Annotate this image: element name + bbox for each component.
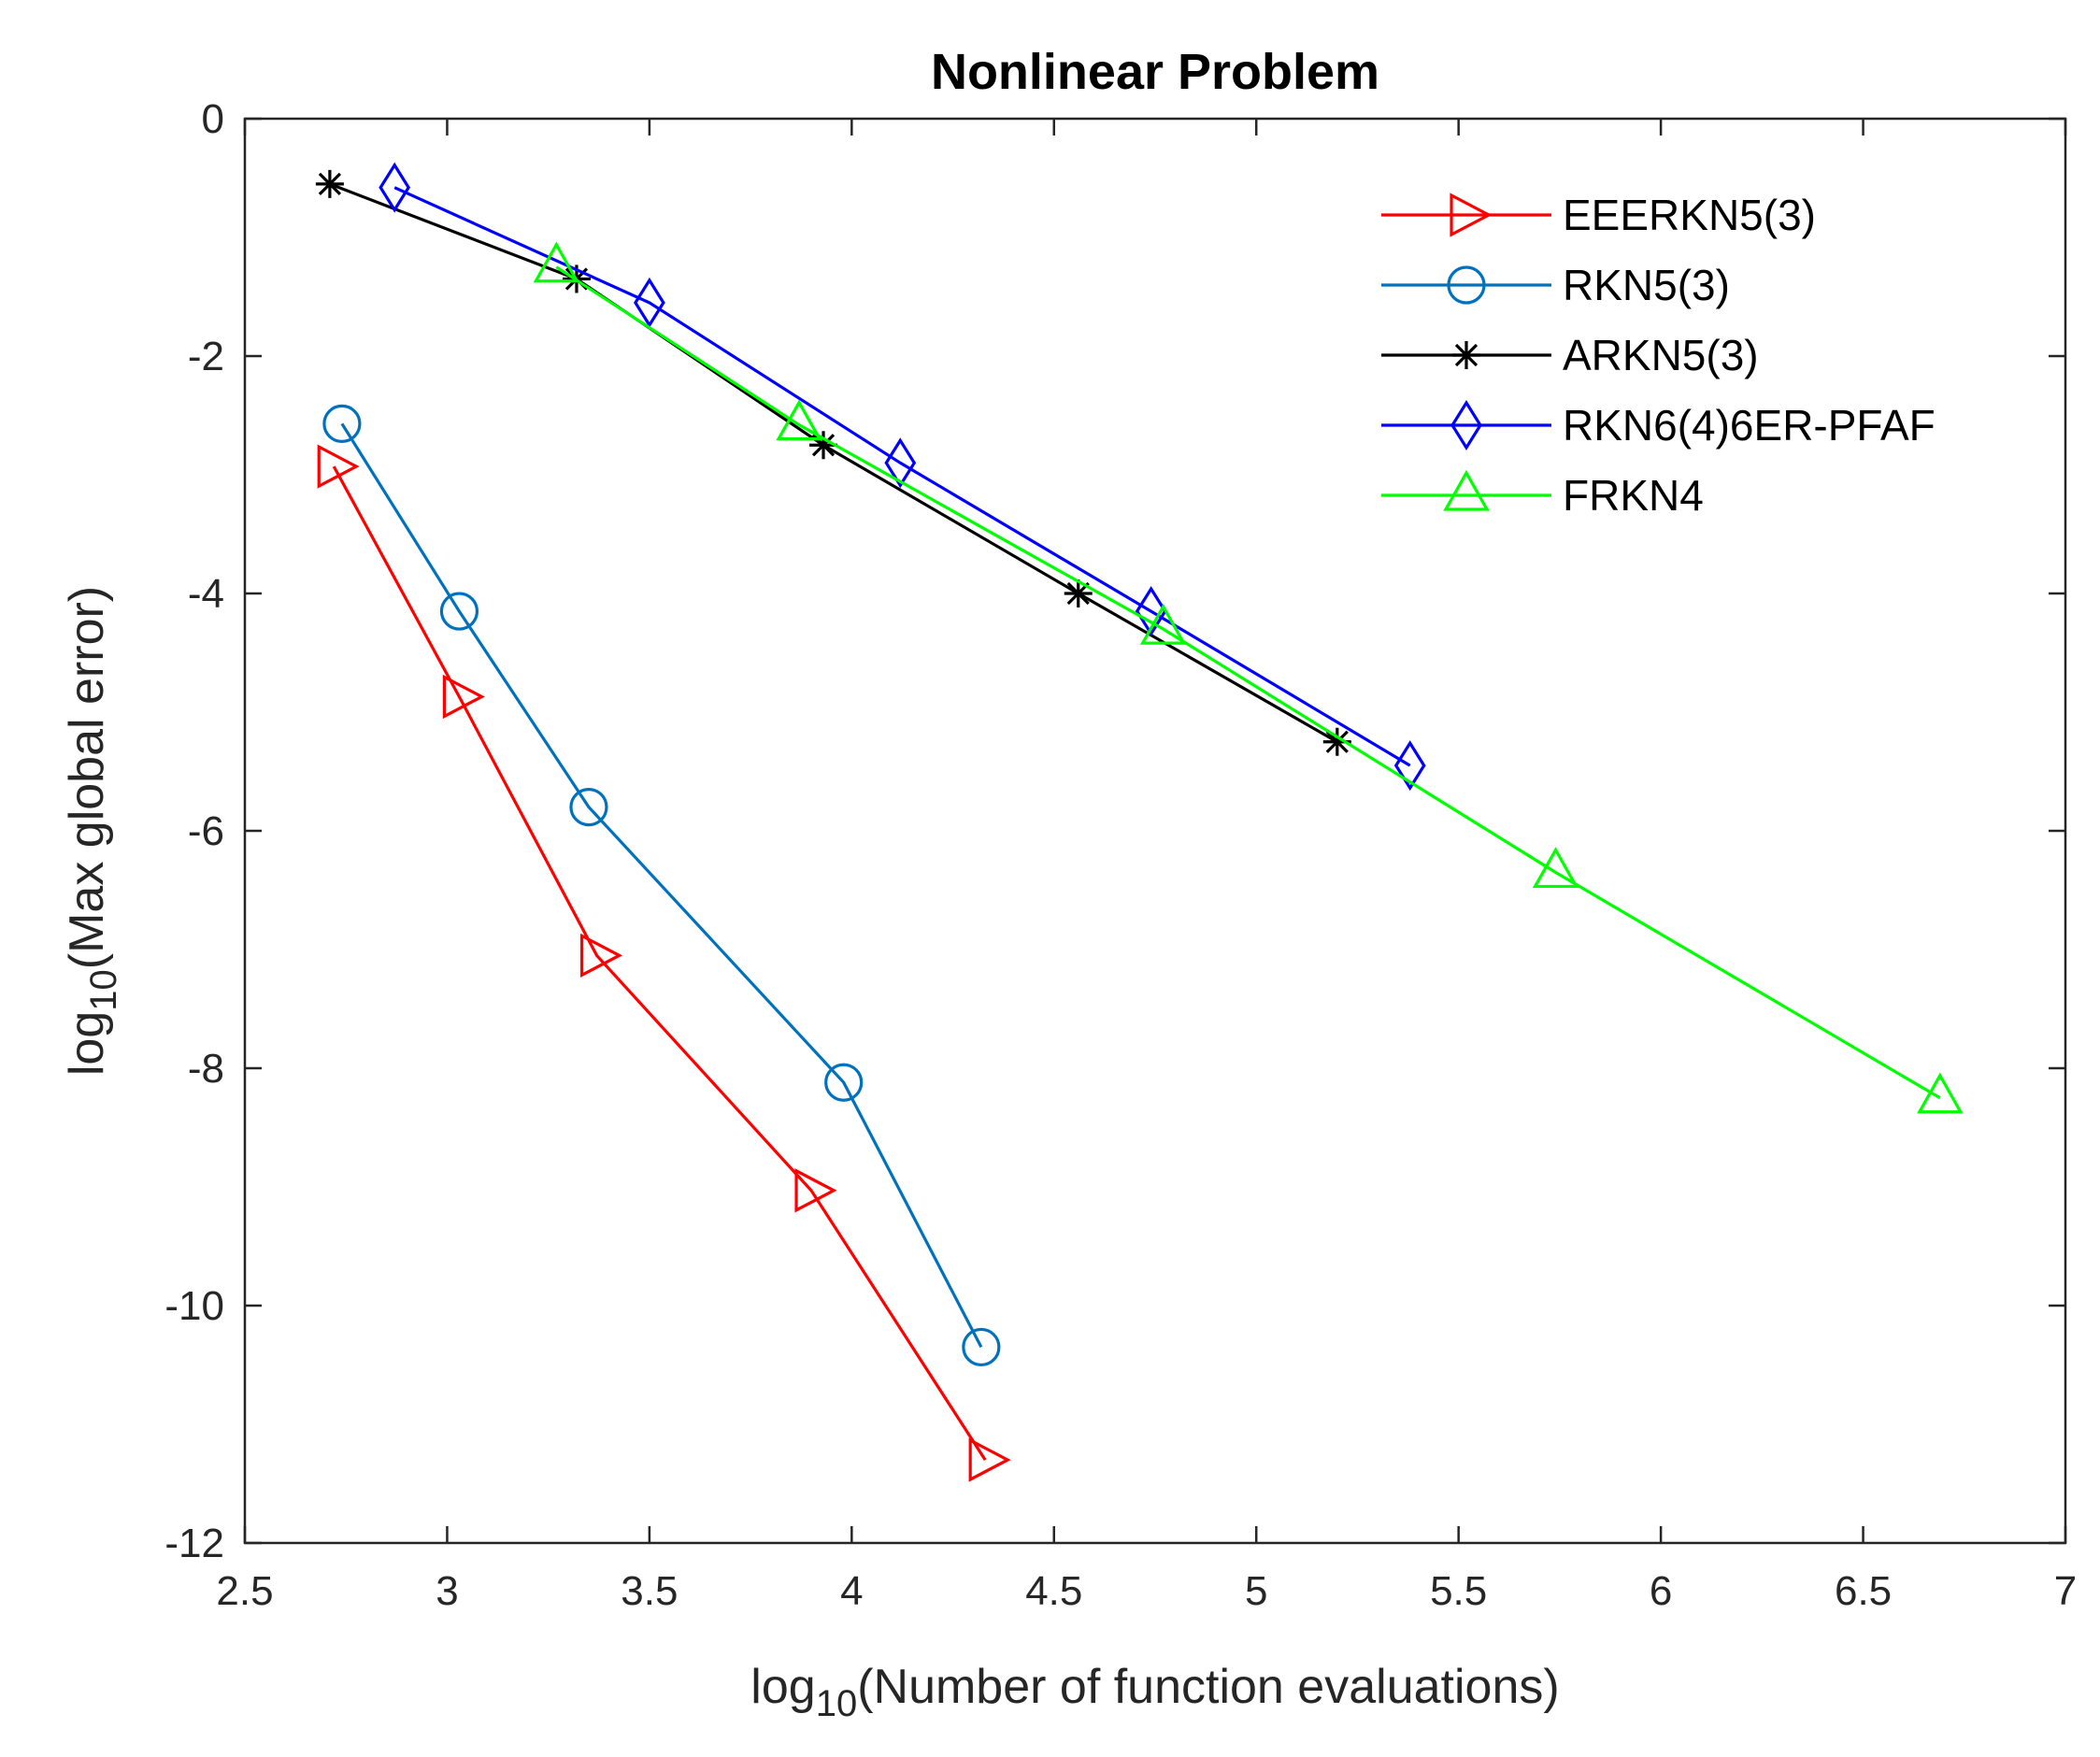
legend-entries: EEERKN5(3) RKN5(3) ARKN5(3) RKN6(4)6ER-PFAF… <box>1381 191 1936 520</box>
x-tick-label: 5.5 <box>1430 1568 1487 1614</box>
y-axis-label-subscript: 10 <box>83 969 124 1011</box>
data-point <box>634 277 665 328</box>
data-point <box>439 592 479 631</box>
y-axis-label-prefix: log <box>60 1011 114 1076</box>
ticks-layer: 2.5 3 3.5 4 4.5 5 5.5 6 6.5 7 0 -2 -4 -6 -8 -10 -12 <box>164 96 2077 1614</box>
series-line <box>393 186 1411 767</box>
asterisk-stroke <box>1454 343 1479 367</box>
chart-title: Nonlinear Problem <box>931 44 1379 100</box>
asterisk-stroke <box>318 172 342 195</box>
y-tick-label: 0 <box>202 96 224 142</box>
legend-entry: RKN6(4)6ER-PFAF <box>1381 399 1936 451</box>
data-point <box>968 1437 1011 1482</box>
y-tick-label: -4 <box>188 571 224 617</box>
data-point <box>962 1327 1001 1367</box>
data-point <box>824 1063 864 1102</box>
legend: EEERKN5(3) RKN5(3) ARKN5(3) RKN6(4)6ER-PFAF… <box>1350 168 2023 533</box>
x-tick-label: 3 <box>436 1568 458 1614</box>
legend-marker <box>1447 265 1486 305</box>
data-point <box>1135 586 1167 637</box>
series-0 <box>317 444 1011 1482</box>
data-point <box>1139 603 1187 645</box>
y-axis-label: log10(Max global error) <box>60 586 124 1076</box>
legend-label: EEERKN5(3) <box>1563 191 1816 239</box>
data-point <box>569 787 608 827</box>
series-layer <box>315 162 1964 1482</box>
legend-entry: ARKN5(3) <box>1381 331 1759 379</box>
data-point <box>533 241 580 283</box>
y-tick-label: -12 <box>164 1521 224 1566</box>
series-1 <box>322 404 1001 1367</box>
legend-label: ARKN5(3) <box>1563 331 1759 379</box>
legend-entry: FRKN4 <box>1381 469 1704 520</box>
legend-marker <box>1450 193 1493 237</box>
asterisk-stroke <box>1325 730 1349 753</box>
legend-entry: EEERKN5(3) <box>1381 191 1816 239</box>
legend-marker <box>1450 399 1482 451</box>
data-point <box>1917 1072 1964 1114</box>
y-tick-label: -2 <box>188 334 224 379</box>
x-tick-label: 7 <box>2054 1568 2077 1614</box>
legend-label: RKN6(4)6ER-PFAF <box>1563 401 1936 450</box>
legend-label: RKN5(3) <box>1563 261 1730 309</box>
x-axis-label-prefix: log <box>750 1660 815 1714</box>
legend-marker <box>1443 469 1490 511</box>
data-point <box>1393 740 1426 792</box>
legend-entry: RKN5(3) <box>1381 261 1730 309</box>
data-point <box>379 162 411 213</box>
data-point <box>1064 579 1093 607</box>
x-tick-label: 6 <box>1650 1568 1672 1614</box>
data-point <box>1532 847 1579 889</box>
data-point <box>580 933 623 978</box>
y-axis-label-suffix: (Max global error) <box>60 586 114 969</box>
x-tick-label: 6.5 <box>1835 1568 1892 1614</box>
series-3 <box>379 162 1426 792</box>
x-tick-label: 2.5 <box>216 1568 273 1614</box>
series-line <box>340 422 983 1349</box>
series-line <box>555 265 1941 1100</box>
x-axis-label-subscript: 10 <box>816 1683 858 1724</box>
data-point <box>776 399 822 441</box>
x-tick-label: 4 <box>840 1568 863 1614</box>
x-tick-label: 4.5 <box>1025 1568 1082 1614</box>
x-tick-label: 3.5 <box>621 1568 678 1614</box>
x-axis-label: log10(Number of function evaluations) <box>750 1660 1559 1724</box>
x-tick-label: 5 <box>1245 1568 1267 1614</box>
data-point <box>322 404 362 443</box>
data-point <box>317 444 360 489</box>
data-point <box>884 437 917 489</box>
legend-marker <box>1452 341 1480 369</box>
y-tick-label: -10 <box>164 1283 224 1329</box>
data-point <box>794 1168 837 1213</box>
series-line <box>332 465 987 1461</box>
legend-label: FRKN4 <box>1563 471 1704 520</box>
x-axis-label-suffix: (Number of function evaluations) <box>857 1660 1560 1714</box>
data-point <box>442 674 485 720</box>
series-4 <box>533 241 1964 1114</box>
y-tick-label: -6 <box>188 808 224 854</box>
y-tick-label: -8 <box>188 1046 224 1092</box>
data-point <box>315 169 344 198</box>
asterisk-stroke <box>811 434 836 457</box>
